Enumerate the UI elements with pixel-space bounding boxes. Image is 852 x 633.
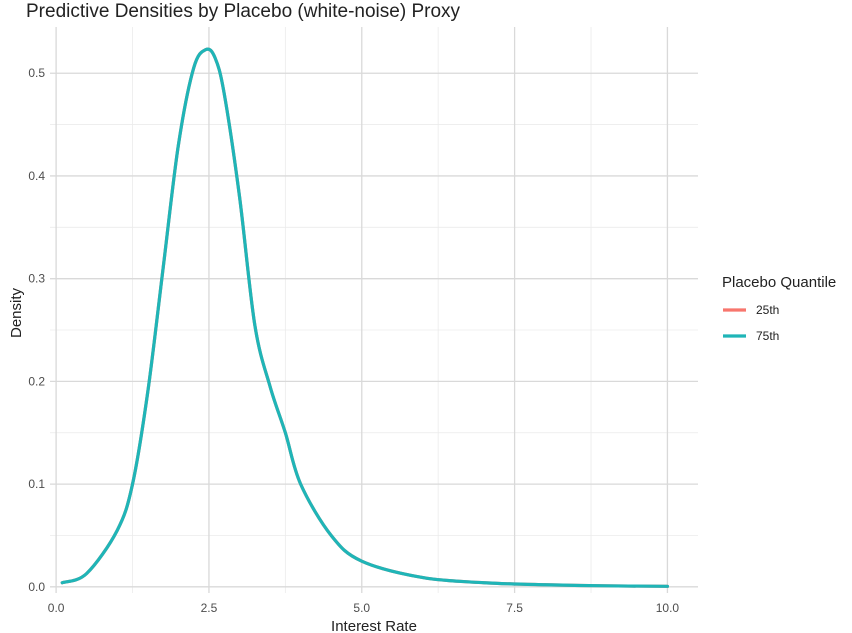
legend-title: Placebo Quantile [722,274,836,291]
y-tick-label: 0.1 [28,477,45,491]
series-line-75th [60,47,670,588]
y-tick-label: 0.0 [28,580,45,594]
x-tick-label: 10.0 [656,601,680,615]
x-tick-label: 0.0 [48,601,65,615]
y-tick-label: 0.5 [28,66,45,80]
y-axis-title: Density [8,287,25,338]
legend-label-75th: 75th [756,329,779,343]
y-tick-label: 0.4 [28,169,45,183]
grid [50,27,698,593]
x-tick-label: 5.0 [353,601,370,615]
legend-label-25th: 25th [756,303,779,317]
x-tick-label: 7.5 [506,601,523,615]
series-lines [60,47,670,588]
y-axis-ticks: 0.0 0.1 0.2 0.3 0.4 0.5 [28,66,45,594]
series-line-25th [60,47,670,588]
x-tick-label: 2.5 [201,601,218,615]
x-axis-title: Interest Rate [331,618,417,633]
chart-title: Predictive Densities by Placebo (white-n… [26,1,461,22]
legend-items: 25th 75th [723,303,779,343]
y-tick-label: 0.3 [28,272,45,286]
y-tick-label: 0.2 [28,374,45,388]
x-axis-ticks: 0.0 2.5 5.0 7.5 10.0 [48,601,680,615]
legend: Placebo Quantile 25th 75th [722,274,836,343]
